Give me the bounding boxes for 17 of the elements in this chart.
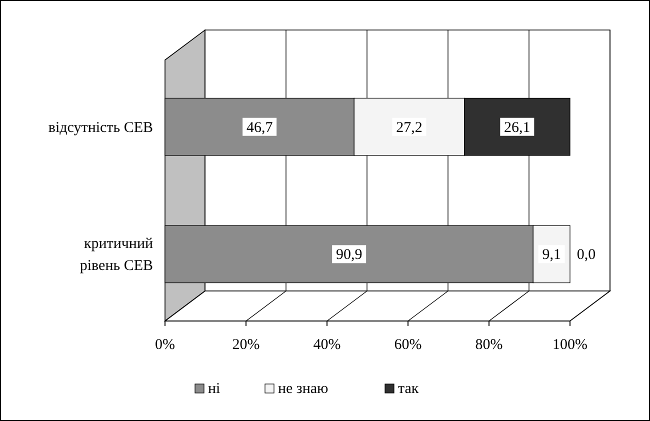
y-tick-label: відсутність СЕВ xyxy=(48,120,153,136)
legend-label: не знаю xyxy=(278,381,328,397)
data-label: 26,1 xyxy=(504,120,530,136)
x-tick-label: 80% xyxy=(475,337,503,353)
legend-label: ні xyxy=(208,381,220,397)
x-tick-label: 20% xyxy=(232,337,260,353)
y-tick-label: критичний рівень СЕВ xyxy=(80,236,153,274)
x-tick-label: 100% xyxy=(552,337,588,353)
data-label: 46,7 xyxy=(246,120,274,136)
legend-label: так xyxy=(398,381,420,397)
data-label: 0,0 xyxy=(576,247,596,264)
data-label: 9,1 xyxy=(542,247,561,264)
x-tick-label: 0% xyxy=(155,337,175,353)
x-tick-label: 40% xyxy=(313,337,341,353)
data-label: 27,2 xyxy=(396,120,422,136)
data-label: 90,9 xyxy=(336,247,362,264)
x-tick-label: 60% xyxy=(394,337,422,353)
